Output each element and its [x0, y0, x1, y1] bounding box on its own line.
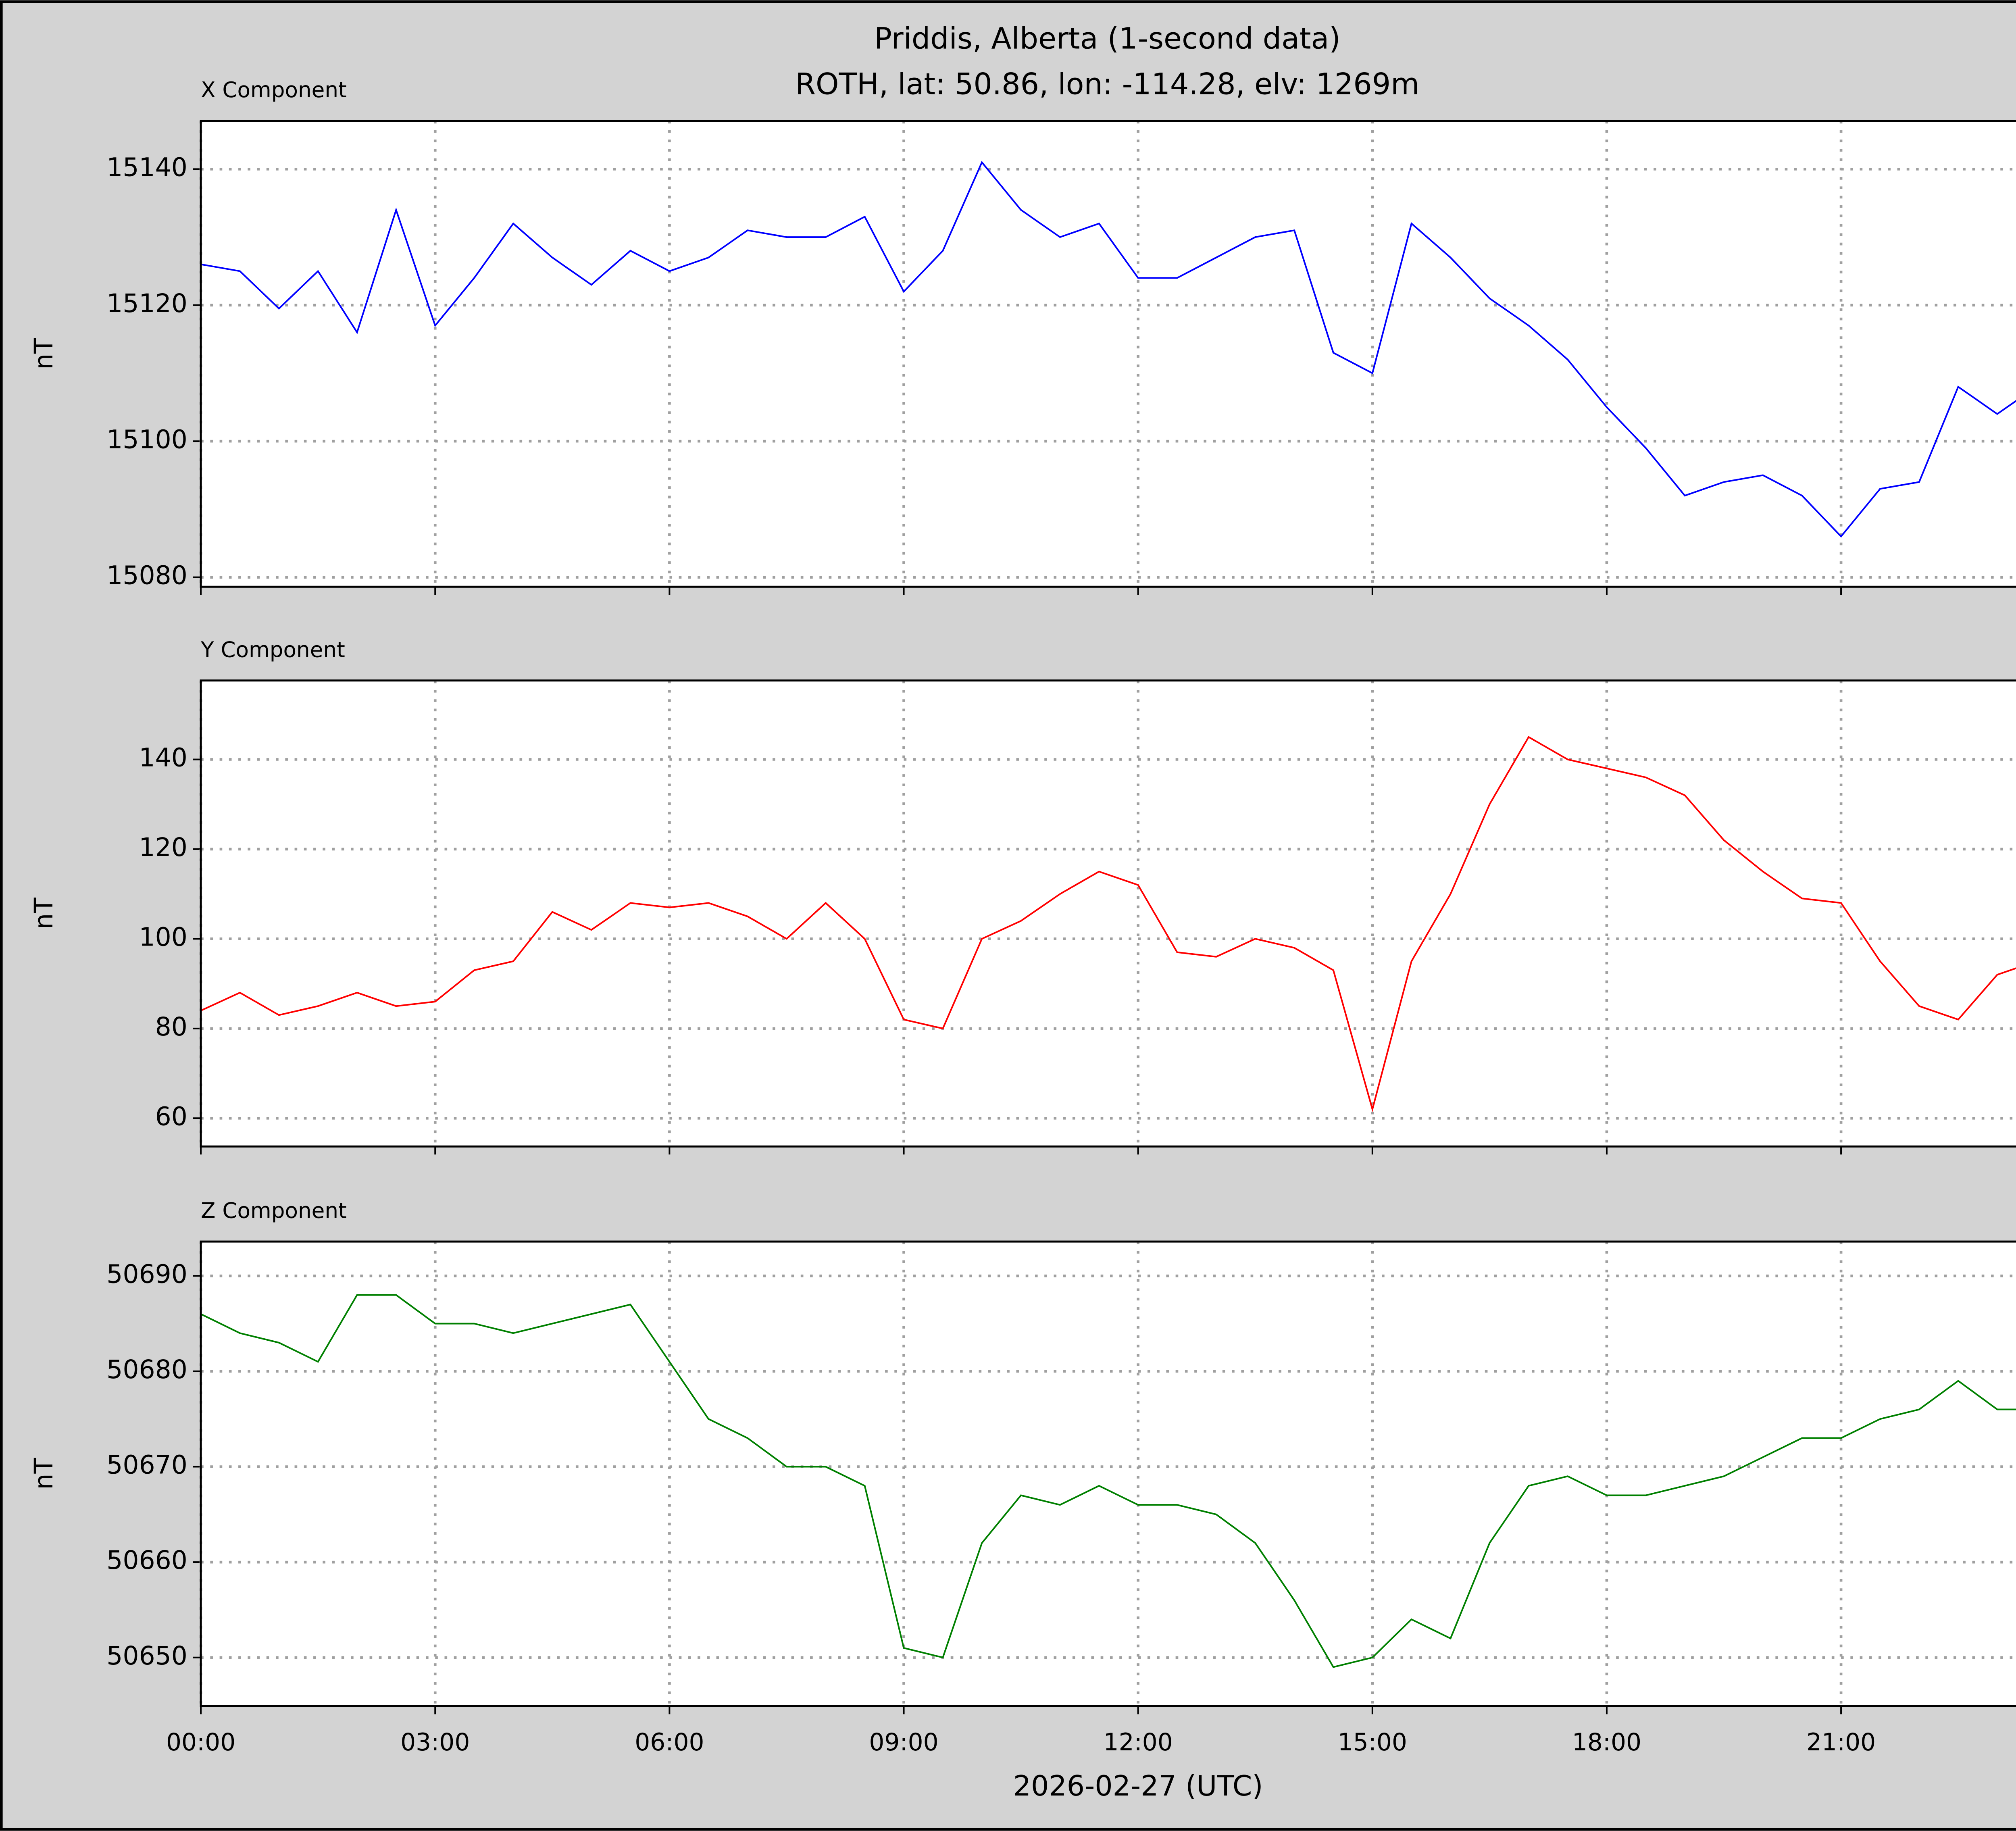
y-tick-label: 80 [155, 1012, 187, 1042]
y-tick-label: 15120 [106, 288, 187, 318]
x-tick-label: 15:00 [1338, 1729, 1407, 1756]
y-axis-label: nT [29, 338, 58, 370]
x-tick-label: 09:00 [869, 1729, 938, 1756]
panel-title: Z Component [201, 1198, 347, 1223]
y-tick-label: 50670 [106, 1450, 187, 1480]
plot-area [201, 121, 2016, 587]
plot-frame [200, 120, 2016, 588]
y-axis-label: nT [29, 1458, 58, 1490]
x-tick-label: 21:00 [1806, 1729, 1876, 1756]
data-line [200, 1294, 2016, 1668]
x-tick-label: 03:00 [400, 1729, 470, 1756]
y-tick-label: 50680 [106, 1354, 187, 1384]
plot-area [201, 1241, 2016, 1706]
x-tick-label: 18:00 [1572, 1729, 1641, 1756]
plot-area [201, 680, 2016, 1147]
y-tick-label: 60 [155, 1101, 187, 1131]
y-tick-label: 15100 [106, 424, 187, 454]
x-tick-label: 00:00 [166, 1729, 235, 1756]
x-axis-label: 2026-02-27 (UTC) [1013, 1770, 1263, 1802]
panel-title: X Component [201, 77, 347, 102]
x-tick-label: 06:00 [635, 1729, 704, 1756]
y-tick-label: 15140 [106, 152, 187, 182]
plot-frame [200, 679, 2016, 1148]
figure-title: Priddis, Alberta (1-second data) [874, 21, 1341, 56]
y-tick-label: 140 [139, 743, 187, 773]
y-axis-label: nT [29, 898, 58, 929]
y-tick-label: 50690 [106, 1259, 187, 1289]
y-tick-label: 100 [139, 922, 187, 952]
data-line [200, 736, 2016, 1112]
plot-frame [200, 1240, 2016, 1707]
y-tick-label: 15080 [106, 560, 187, 590]
data-line [200, 160, 2016, 538]
y-tick-label: 50660 [106, 1545, 187, 1575]
y-tick-label: 50650 [106, 1641, 187, 1671]
y-tick-label: 120 [139, 832, 187, 862]
x-tick-label: 12:00 [1104, 1729, 1173, 1756]
figure-subtitle: ROTH, lat: 50.86, lon: -114.28, elv: 126… [795, 67, 1419, 101]
panel-title: Y Component [200, 637, 345, 662]
